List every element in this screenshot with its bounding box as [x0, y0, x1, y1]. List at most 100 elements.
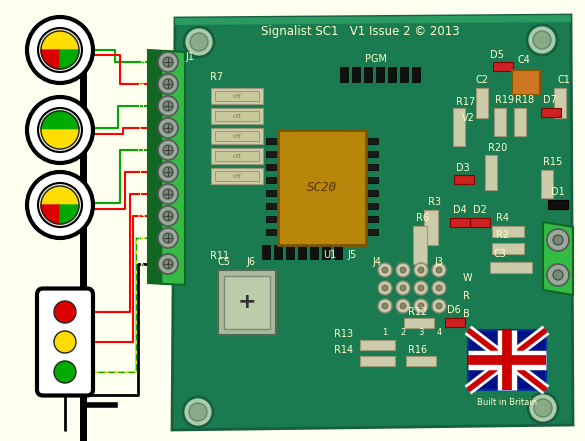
Bar [266, 138, 278, 144]
Bar [266, 177, 278, 183]
Text: c7ℓ: c7ℓ [233, 153, 242, 158]
Circle shape [27, 172, 93, 238]
Polygon shape [60, 205, 79, 224]
Bar [485, 155, 497, 190]
Bar [454, 175, 474, 184]
Circle shape [158, 96, 178, 116]
Text: C1: C1 [557, 75, 570, 85]
Bar [494, 108, 506, 136]
Text: D1: D1 [551, 187, 565, 197]
Bar [366, 151, 378, 157]
Text: R12: R12 [408, 307, 427, 317]
Text: J6: J6 [246, 257, 255, 267]
Bar [450, 218, 470, 227]
Circle shape [400, 303, 406, 309]
Text: D7: D7 [543, 95, 557, 105]
Text: R15: R15 [543, 157, 562, 167]
Bar [424, 210, 438, 245]
Text: 2: 2 [400, 328, 405, 337]
Bar [266, 203, 278, 209]
Bar [334, 245, 342, 259]
Circle shape [553, 270, 563, 280]
Polygon shape [41, 186, 79, 205]
Bar [366, 229, 378, 235]
Text: 4: 4 [436, 328, 442, 337]
Circle shape [163, 189, 173, 199]
Text: R2: R2 [496, 230, 509, 240]
Polygon shape [41, 205, 60, 224]
Text: F: F [139, 189, 145, 199]
Bar [360, 340, 395, 350]
Bar [262, 245, 270, 259]
Bar [492, 243, 524, 254]
Polygon shape [148, 50, 162, 284]
Circle shape [158, 228, 178, 248]
Polygon shape [543, 222, 573, 295]
Circle shape [158, 254, 178, 274]
Bar [211, 128, 263, 144]
Bar [211, 168, 263, 184]
Text: A: A [139, 79, 145, 89]
Text: R: R [463, 291, 470, 301]
Bar [266, 229, 278, 235]
Text: W: W [463, 273, 473, 283]
Bar [215, 151, 259, 161]
Circle shape [158, 52, 178, 72]
Bar [512, 70, 540, 95]
Circle shape [436, 303, 442, 309]
Text: B: B [138, 101, 145, 111]
Text: C3: C3 [494, 249, 507, 259]
Text: Signalist SC1   V1 Issue 2 © 2013: Signalist SC1 V1 Issue 2 © 2013 [261, 26, 459, 38]
Text: C4: C4 [517, 55, 530, 65]
Bar [366, 138, 378, 144]
Circle shape [163, 167, 173, 177]
Text: D6: D6 [447, 305, 461, 315]
Circle shape [382, 303, 388, 309]
Bar [514, 108, 526, 136]
Text: D2: D2 [473, 205, 487, 215]
Bar [366, 203, 378, 209]
Circle shape [432, 299, 446, 313]
Bar [360, 356, 395, 366]
Circle shape [378, 299, 392, 313]
Polygon shape [172, 15, 573, 430]
Circle shape [158, 162, 178, 182]
Text: U1: U1 [324, 250, 336, 260]
Circle shape [54, 331, 76, 353]
Text: c7ℓ: c7ℓ [233, 134, 242, 138]
Bar [286, 245, 294, 259]
Bar [470, 218, 490, 227]
Bar [266, 216, 278, 222]
Bar [215, 111, 259, 121]
Circle shape [158, 74, 178, 94]
Circle shape [184, 27, 214, 57]
Text: J1: J1 [185, 52, 194, 62]
Bar [266, 151, 278, 157]
Text: R16: R16 [408, 345, 427, 355]
Circle shape [533, 31, 551, 49]
Circle shape [432, 263, 446, 277]
Text: G: G [137, 211, 145, 221]
Bar [215, 131, 259, 141]
Circle shape [190, 33, 208, 51]
Text: V2: V2 [462, 113, 475, 123]
Bar [376, 67, 384, 82]
Bar [404, 318, 434, 328]
Text: D5: D5 [490, 50, 504, 60]
Circle shape [432, 281, 446, 295]
Polygon shape [41, 31, 79, 50]
Text: C2: C2 [475, 75, 488, 85]
FancyBboxPatch shape [37, 288, 93, 396]
Circle shape [54, 361, 76, 383]
Bar [493, 62, 513, 71]
Bar [266, 190, 278, 196]
Text: k: k [139, 259, 145, 269]
Text: 3: 3 [418, 328, 424, 337]
Bar [215, 171, 259, 181]
Text: c7ℓ: c7ℓ [233, 113, 242, 119]
Bar [554, 88, 566, 118]
Text: J4: J4 [373, 257, 381, 267]
Circle shape [400, 285, 406, 291]
Circle shape [38, 28, 82, 72]
Circle shape [547, 264, 569, 286]
